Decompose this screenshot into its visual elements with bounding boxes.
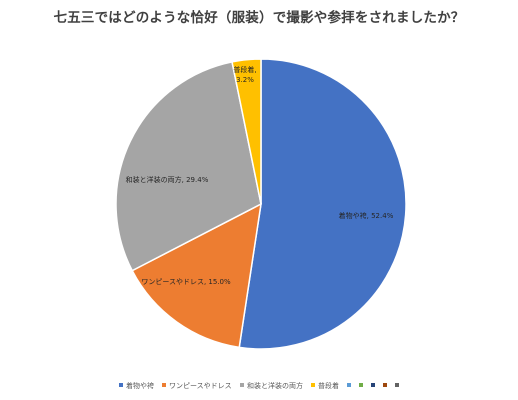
slice-data-label-3: 和装と洋装の両方, 29.4% — [126, 175, 209, 184]
legend-swatch-3 — [240, 383, 244, 387]
legend-swatch-7 — [371, 383, 375, 387]
legend-swatch-9 — [395, 383, 399, 387]
legend-label-1: 着物や袴 — [126, 381, 154, 390]
slice-data-label-2: ワンピースやドレス, 15.0% — [141, 278, 231, 286]
legend-swatch-8 — [383, 383, 387, 387]
legend-swatch-6 — [359, 383, 363, 387]
legend-label-3: 和装と洋装の両方 — [247, 381, 303, 390]
legend-swatch-1 — [119, 383, 123, 387]
legend-swatch-2 — [162, 383, 166, 387]
legend-label-2: ワンピースやドレス — [169, 382, 232, 390]
slice-data-label-1: 着物や袴, 52.4% — [339, 211, 394, 220]
pie-slice-1 — [239, 59, 406, 349]
legend-swatch-4 — [311, 383, 315, 387]
legend-label-4: 普段着 — [318, 381, 339, 390]
legend-swatch-5 — [347, 383, 351, 387]
